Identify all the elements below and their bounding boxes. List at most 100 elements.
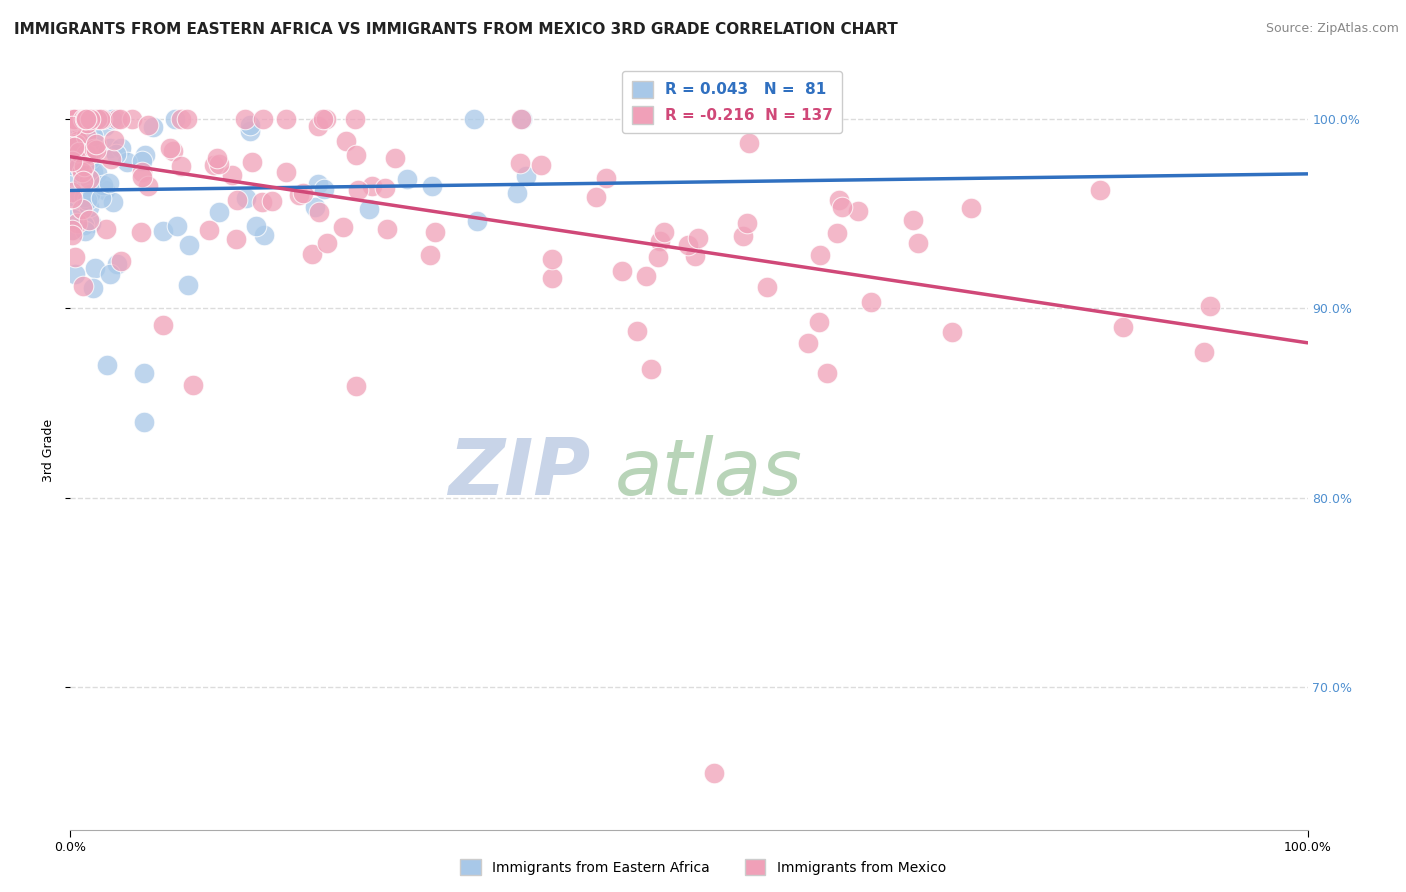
Point xyxy=(640,361,662,376)
Point xyxy=(506,186,529,201)
Point xyxy=(344,379,367,393)
Point xyxy=(82,281,104,295)
Point xyxy=(72,278,94,293)
Point xyxy=(1112,319,1135,334)
Point xyxy=(808,248,831,262)
Point xyxy=(79,212,101,227)
Point xyxy=(903,213,925,227)
Point xyxy=(595,170,617,185)
Point xyxy=(332,219,354,234)
Point xyxy=(610,263,633,277)
Point xyxy=(815,366,838,380)
Point xyxy=(100,153,122,167)
Point xyxy=(70,165,93,179)
Point xyxy=(292,186,315,200)
Point xyxy=(1088,183,1111,197)
Point xyxy=(66,134,89,148)
Point xyxy=(94,183,117,197)
Legend: Immigrants from Eastern Africa, Immigrants from Mexico: Immigrants from Eastern Africa, Immigran… xyxy=(454,854,952,880)
Point xyxy=(82,164,104,178)
Point xyxy=(131,165,153,179)
Point xyxy=(60,158,83,172)
Point xyxy=(423,225,446,239)
Point xyxy=(316,236,339,251)
Point xyxy=(647,251,669,265)
Point xyxy=(103,133,125,147)
Point xyxy=(384,151,406,165)
Point xyxy=(152,224,174,238)
Point xyxy=(465,213,488,227)
Point xyxy=(67,112,90,126)
Point xyxy=(205,152,228,166)
Point xyxy=(63,250,86,264)
Point xyxy=(163,112,186,126)
Text: IMMIGRANTS FROM EASTERN AFRICA VS IMMIGRANTS FROM MEXICO 3RD GRADE CORRELATION C: IMMIGRANTS FROM EASTERN AFRICA VS IMMIGR… xyxy=(14,22,898,37)
Point xyxy=(73,224,96,238)
Point xyxy=(108,112,131,126)
Point xyxy=(301,247,323,261)
Point xyxy=(960,202,983,216)
Point xyxy=(177,278,200,293)
Point xyxy=(132,366,155,380)
Point xyxy=(76,193,98,207)
Point xyxy=(82,128,104,143)
Point xyxy=(678,238,700,252)
Text: Source: ZipAtlas.com: Source: ZipAtlas.com xyxy=(1265,22,1399,36)
Point xyxy=(105,112,128,126)
Point xyxy=(63,112,86,126)
Point xyxy=(84,143,107,157)
Point xyxy=(62,157,84,171)
Point xyxy=(60,223,83,237)
Point xyxy=(250,195,273,210)
Point xyxy=(233,112,256,126)
Point xyxy=(515,169,537,183)
Point xyxy=(825,226,848,240)
Text: ZIP: ZIP xyxy=(447,435,591,511)
Point xyxy=(221,169,243,183)
Point xyxy=(67,159,90,173)
Point xyxy=(67,112,90,126)
Point xyxy=(77,200,100,214)
Point xyxy=(96,358,118,372)
Point xyxy=(831,200,853,214)
Point xyxy=(208,205,231,219)
Point xyxy=(90,112,112,126)
Point xyxy=(73,189,96,203)
Point xyxy=(208,157,231,171)
Point xyxy=(75,147,97,161)
Point xyxy=(585,190,607,204)
Point xyxy=(169,112,191,126)
Point xyxy=(63,140,86,154)
Point xyxy=(344,148,367,162)
Point xyxy=(62,211,84,226)
Point xyxy=(63,268,86,282)
Point xyxy=(77,139,100,153)
Point xyxy=(75,112,97,126)
Point xyxy=(60,189,83,203)
Point xyxy=(361,178,384,193)
Point xyxy=(105,257,128,271)
Point xyxy=(65,136,87,151)
Point xyxy=(110,140,132,154)
Point xyxy=(541,271,564,285)
Point xyxy=(314,182,336,196)
Legend: R = 0.043   N =  81, R = -0.216  N = 137: R = 0.043 N = 81, R = -0.216 N = 137 xyxy=(623,71,842,133)
Point xyxy=(756,279,779,293)
Point xyxy=(239,118,262,132)
Point xyxy=(738,136,761,151)
Point xyxy=(239,123,262,137)
Point xyxy=(80,153,103,167)
Point xyxy=(83,260,105,275)
Point xyxy=(1194,345,1216,359)
Point xyxy=(62,112,84,126)
Point xyxy=(77,148,100,162)
Point xyxy=(80,217,103,231)
Point xyxy=(274,112,297,126)
Point xyxy=(136,118,159,132)
Point xyxy=(685,249,707,263)
Y-axis label: 3rd Grade: 3rd Grade xyxy=(42,419,55,482)
Point xyxy=(83,142,105,156)
Point xyxy=(735,216,758,230)
Point xyxy=(65,112,87,126)
Point xyxy=(70,152,93,166)
